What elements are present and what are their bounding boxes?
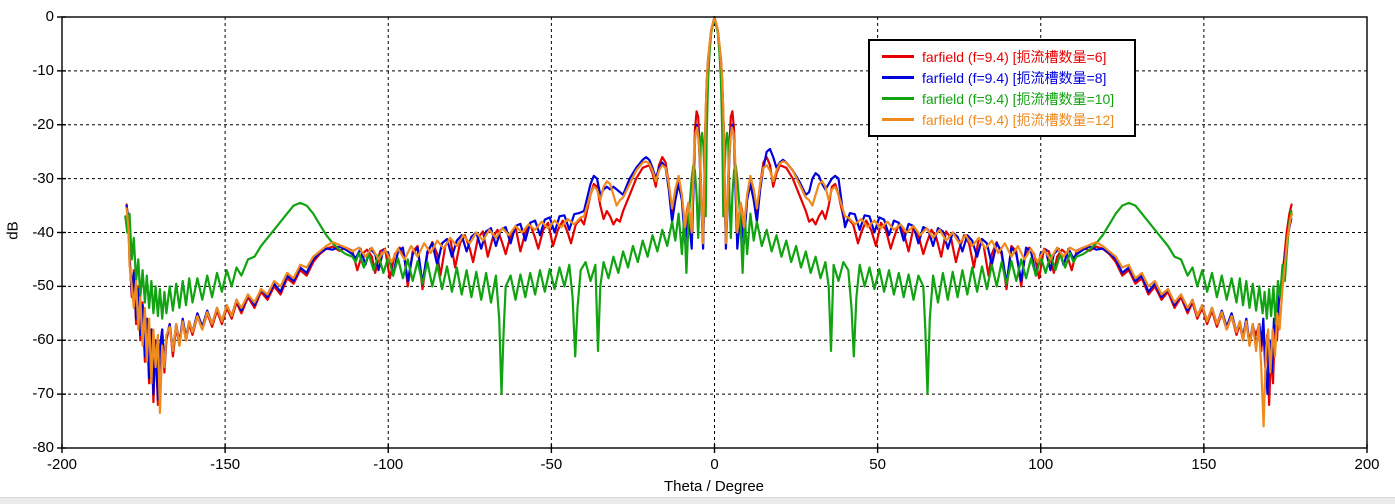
y-tick-label: 0 (45, 8, 54, 25)
y-tick-label: -50 (32, 277, 54, 295)
y-tick-label: -40 (32, 223, 54, 241)
x-tick-label: 150 (1191, 456, 1217, 473)
legend-item-label: farfield (f=9.4) [扼流槽数量=10] (922, 90, 1115, 107)
x-tick-label: 0 (710, 456, 719, 473)
y-tick-label: -10 (32, 61, 54, 79)
x-tick-label: 200 (1354, 456, 1380, 473)
y-tick-label: -70 (32, 385, 54, 403)
legend: farfield (f=9.4) [扼流槽数量=6] farfield (f=9.… (868, 39, 1136, 137)
x-tick-label: -100 (373, 456, 404, 473)
y-tick-label: -30 (32, 169, 54, 187)
legend-line-swatch (882, 97, 914, 100)
legend-item-1[interactable]: farfield (f=9.4) [扼流槽数量=6] (882, 46, 1134, 67)
legend-line-swatch (882, 118, 914, 121)
legend-item-2[interactable]: farfield (f=9.4) [扼流槽数量=8] (882, 67, 1134, 88)
window-bottom-strip (0, 497, 1395, 504)
x-tick-label: -200 (46, 456, 78, 473)
legend-item-label: farfield (f=9.4) [扼流槽数量=8] (922, 69, 1107, 86)
legend-item-3[interactable]: farfield (f=9.4) [扼流槽数量=10] (882, 88, 1134, 109)
y-tick-label: -60 (32, 331, 54, 349)
x-tick-label: -150 (210, 456, 241, 473)
curve-series-4 (125, 17, 1294, 428)
legend-item-label: farfield (f=9.4) [扼流槽数量=6] (922, 48, 1107, 65)
y-tick-label: -80 (32, 439, 54, 456)
legend-line-swatch (882, 76, 914, 79)
legend-item-4[interactable]: farfield (f=9.4) [扼流槽数量=12] (882, 109, 1134, 130)
y-axis-title: dB (4, 221, 22, 240)
x-tick-label: 100 (1028, 456, 1054, 473)
x-axis-title: Theta / Degree (663, 478, 765, 495)
curve-series-3 (124, 15, 1293, 396)
legend-item-label: farfield (f=9.4) [扼流槽数量=12] (922, 111, 1115, 128)
x-tick-label: -50 (540, 456, 563, 473)
y-tick-label: -20 (32, 115, 54, 133)
x-tick-label: 50 (869, 456, 886, 473)
legend-line-swatch (882, 55, 914, 58)
